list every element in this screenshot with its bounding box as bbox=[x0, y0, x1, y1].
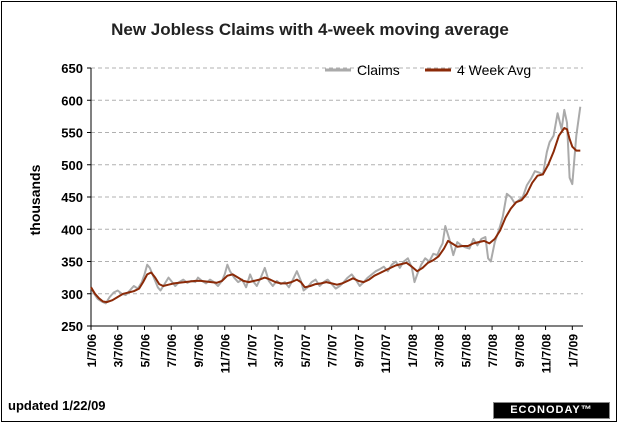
x-tick-label: 11/7/08 bbox=[540, 334, 554, 374]
x-tick-label: 3/7/07 bbox=[272, 334, 286, 368]
x-tick-label: 9/7/06 bbox=[192, 334, 206, 368]
chart-title: New Jobless Claims with 4-week moving av… bbox=[111, 20, 509, 39]
x-tick-label: 9/7/07 bbox=[352, 334, 366, 368]
econoday-logo: ECONODAY™ bbox=[493, 402, 610, 419]
x-tick-label: 5/7/06 bbox=[138, 334, 152, 368]
y-tick-label: 350 bbox=[61, 255, 83, 270]
series-line-4-week-avg bbox=[90, 127, 581, 304]
y-tick-label: 500 bbox=[61, 158, 83, 173]
updated-note: updated 1/22/09 bbox=[8, 398, 106, 413]
x-tick-labels: 1/7/06 3/7/06 5/7/06 7/7/06 9/7/06 11/7/06 1/7… bbox=[85, 326, 580, 373]
y-tick-label: 250 bbox=[61, 319, 83, 334]
y-tick-labels: 250 300 350 400 450 500 550 600 650 bbox=[61, 61, 91, 334]
legend: Claims 4 Week Avg bbox=[325, 62, 531, 78]
y-tick-label: 650 bbox=[61, 61, 83, 76]
x-tick-label: 11/7/07 bbox=[379, 334, 393, 374]
y-tick-label: 600 bbox=[61, 93, 83, 108]
x-tick-label: 1/7/07 bbox=[245, 334, 259, 368]
x-tick-label: 11/7/06 bbox=[219, 334, 233, 374]
x-tick-label: 5/7/07 bbox=[299, 334, 313, 368]
x-tick-label: 1/7/06 bbox=[85, 334, 99, 368]
x-tick-label: 7/7/08 bbox=[486, 334, 500, 368]
x-tick-label: 1/7/09 bbox=[566, 334, 580, 368]
x-tick-label: 5/7/08 bbox=[459, 334, 473, 368]
legend-label: Claims bbox=[357, 62, 400, 78]
x-tick-label: 3/7/06 bbox=[112, 334, 126, 368]
y-axis-label: thousands bbox=[27, 164, 43, 235]
y-tick-label: 300 bbox=[61, 287, 83, 302]
legend-label: 4 Week Avg bbox=[457, 62, 531, 78]
x-tick-label: 9/7/08 bbox=[513, 334, 527, 368]
series-lines bbox=[90, 106, 582, 305]
x-tick-label: 7/7/06 bbox=[165, 334, 179, 368]
x-tick-label: 1/7/08 bbox=[406, 334, 420, 368]
y-tick-label: 550 bbox=[61, 126, 83, 141]
x-tick-label: 7/7/07 bbox=[326, 334, 340, 368]
x-tick-label: 3/7/08 bbox=[433, 334, 447, 368]
y-tick-label: 450 bbox=[61, 190, 83, 205]
y-tick-label: 400 bbox=[61, 222, 83, 237]
series-line-claims bbox=[90, 106, 582, 305]
